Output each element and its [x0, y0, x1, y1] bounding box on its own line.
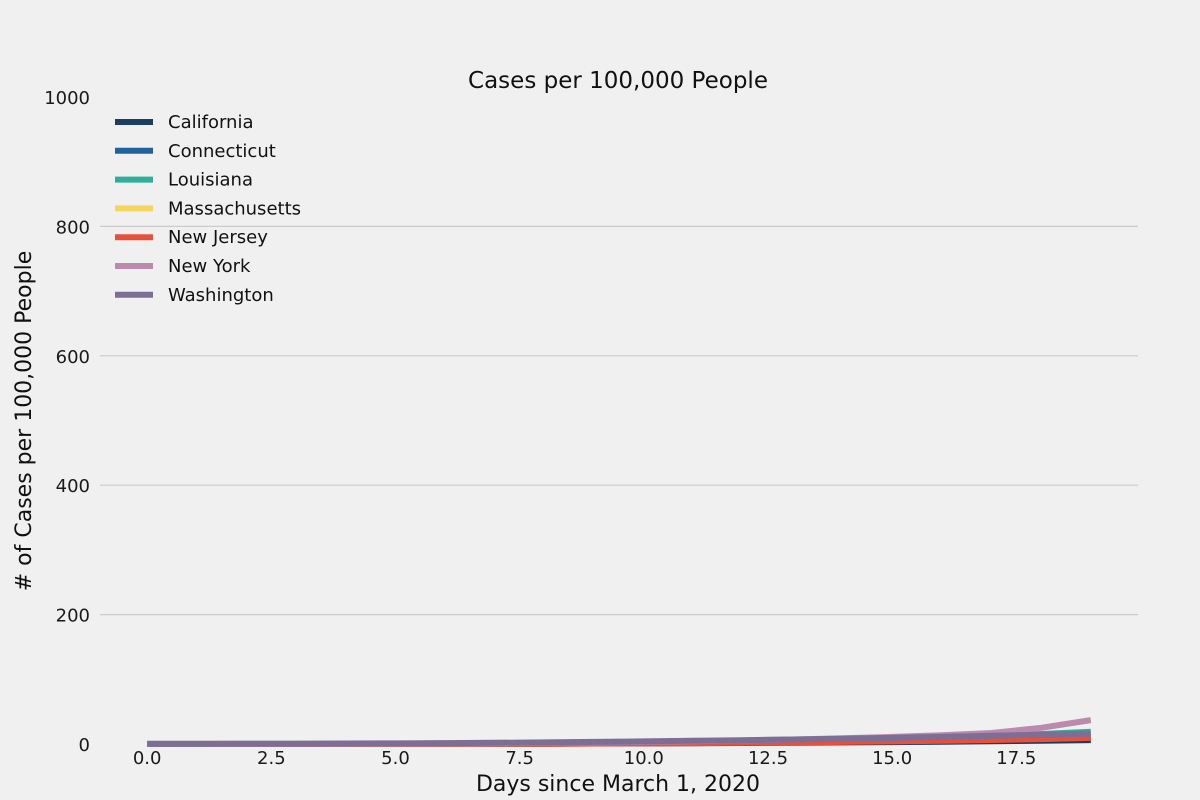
legend-label: New York	[168, 256, 251, 277]
x-tick-label: 10.0	[624, 748, 664, 769]
y-axis-label: # of Cases per 100,000 People	[12, 251, 37, 592]
x-tick-label: 0.0	[133, 748, 162, 769]
legend-label: Connecticut	[168, 141, 276, 162]
x-tick-label: 17.5	[996, 748, 1036, 769]
series-line-washington	[147, 730, 1091, 747]
x-tick-label: 12.5	[748, 748, 788, 769]
x-tick-label: 15.0	[872, 748, 912, 769]
y-tick-label: 600	[56, 347, 90, 368]
legend-label: Washington	[168, 285, 274, 306]
chart-title: Cases per 100,000 People	[468, 68, 768, 94]
x-tick-label: 7.5	[505, 748, 534, 769]
legend-label: New Jersey	[168, 227, 268, 248]
x-tick-label: 5.0	[381, 748, 410, 769]
y-tick-label: 200	[56, 606, 90, 627]
y-tick-label: 0	[79, 735, 90, 756]
y-tick-label: 1000	[44, 88, 90, 109]
legend-label: California	[168, 112, 253, 133]
legend-label: Louisiana	[168, 170, 253, 191]
y-tick-label: 800	[56, 217, 90, 238]
y-tick-label: 400	[56, 476, 90, 497]
legend-label: Massachusetts	[168, 198, 301, 219]
x-tick-labels: 0.0 2.5 5.0 7.5 10.0 12.5 15.0 17.5	[133, 748, 1036, 769]
x-tick-label: 2.5	[257, 748, 286, 769]
x-axis-label: Days since March 1, 2020	[476, 772, 760, 797]
legend: California Connecticut Louisiana Massachuse…	[115, 112, 301, 306]
y-tick-labels: 0 200 400 600 800 1000	[44, 88, 90, 756]
grid-lines	[100, 225, 1138, 616]
series-lines	[147, 717, 1092, 747]
